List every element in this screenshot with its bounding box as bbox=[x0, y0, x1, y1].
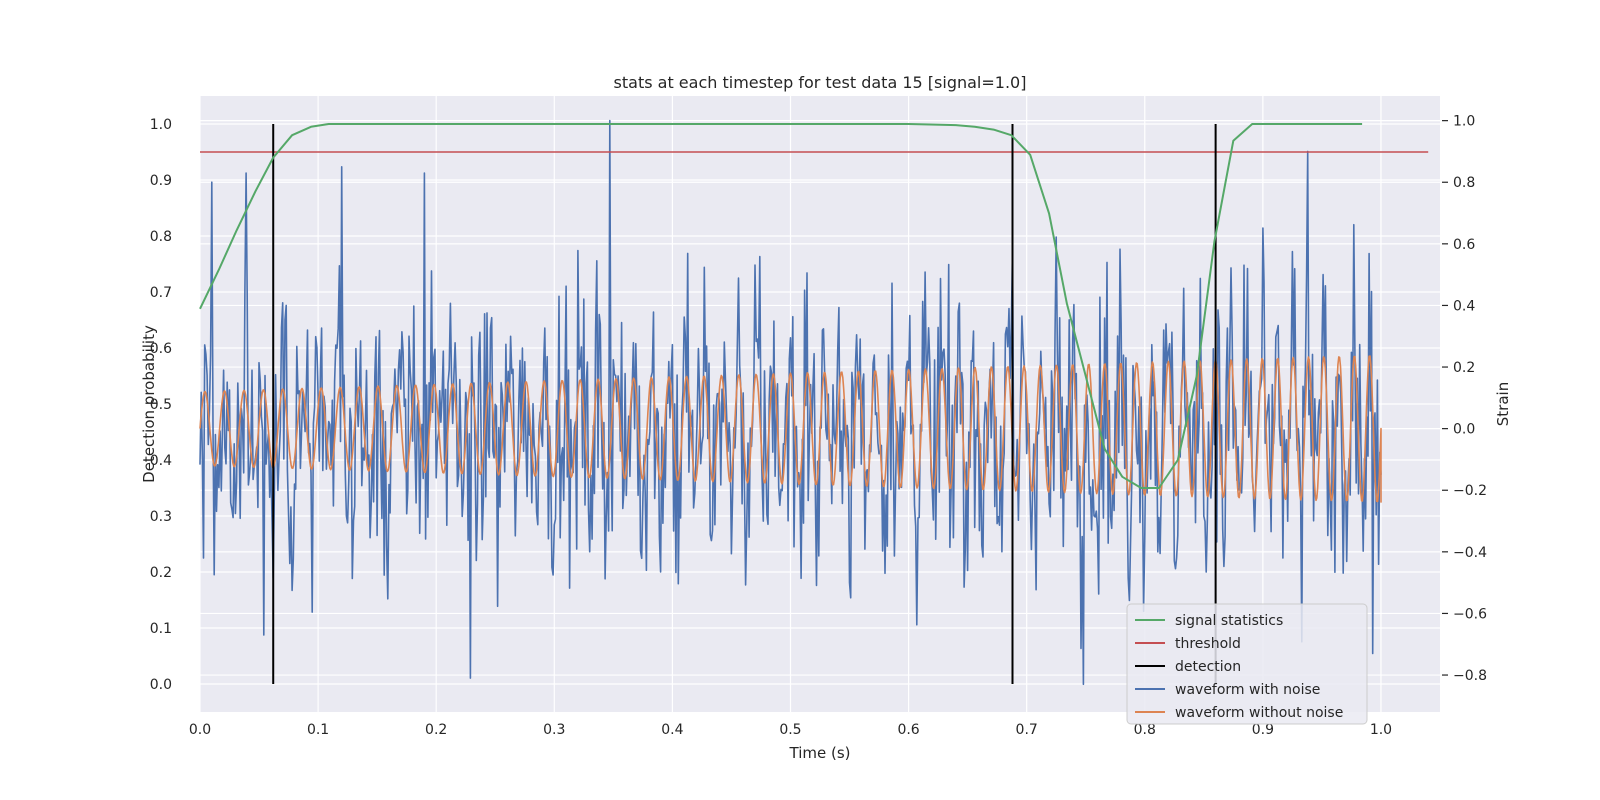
y-right-tick-label: −0.2 bbox=[1453, 483, 1487, 499]
y-left-tick-label: 0.9 bbox=[150, 173, 172, 189]
chart-title: stats at each timestep for test data 15 … bbox=[614, 73, 1027, 92]
x-tick-label: 0.7 bbox=[1016, 722, 1038, 738]
y-right-tick-label: 0.8 bbox=[1453, 175, 1475, 191]
series-signal-statistics bbox=[199, 123, 1363, 489]
x-tick-label: 0.1 bbox=[307, 722, 329, 738]
y-axis-right-label: Strain bbox=[1494, 382, 1512, 426]
series-waveform-without-noise bbox=[199, 355, 1382, 503]
y-right-tick-label: 0.6 bbox=[1453, 237, 1475, 253]
y-axis-left-label: Detection probability bbox=[140, 325, 158, 483]
y-left-tick-label: 0.5 bbox=[150, 397, 172, 413]
y-left-tick-label: 0.2 bbox=[150, 565, 172, 581]
y-left-tick-label: 0.6 bbox=[150, 341, 172, 357]
legend-label: threshold bbox=[1175, 636, 1241, 652]
x-tick-label: 1.0 bbox=[1370, 722, 1392, 738]
x-axis-label: Time (s) bbox=[789, 744, 851, 762]
y-right-tick-label: 0.0 bbox=[1453, 422, 1475, 438]
legend: signal statistics threshold detection wavef… bbox=[1126, 603, 1368, 725]
x-tick-label: 0.0 bbox=[189, 722, 211, 738]
y-right-tick-label: −0.4 bbox=[1453, 545, 1487, 561]
y-left-tick-label: 0.8 bbox=[150, 229, 172, 245]
ticks: 0.0 0.1 0.2 0.3 0.4 0.5 0.6 0.7 0.8 0.9 1.0 0.0 0.1 0… bbox=[150, 114, 1487, 738]
x-tick-label: 0.8 bbox=[1134, 722, 1156, 738]
x-tick-label: 0.4 bbox=[661, 722, 683, 738]
series-layer bbox=[199, 119, 1429, 686]
y-left-tick-label: 0.1 bbox=[150, 621, 172, 637]
legend-label: waveform without noise bbox=[1175, 705, 1343, 721]
y-left-tick-label: 0.4 bbox=[150, 453, 172, 469]
x-tick-label: 0.5 bbox=[779, 722, 801, 738]
y-right-tick-label: 1.0 bbox=[1453, 114, 1475, 130]
x-tick-label: 0.3 bbox=[543, 722, 565, 738]
x-tick-label: 0.6 bbox=[897, 722, 919, 738]
y-right-tick-label: 0.4 bbox=[1453, 298, 1475, 314]
y-right-tick-label: −0.8 bbox=[1453, 668, 1487, 684]
y-left-tick-label: 0.7 bbox=[150, 285, 172, 301]
legend-label: waveform with noise bbox=[1175, 682, 1320, 698]
y-left-tick-label: 1.0 bbox=[150, 117, 172, 133]
x-tick-label: 0.9 bbox=[1252, 722, 1274, 738]
y-left-tick-label: 0.3 bbox=[150, 509, 172, 525]
legend-box bbox=[1126, 603, 1368, 725]
y-left-tick-label: 0.0 bbox=[150, 677, 172, 693]
x-tick-label: 0.2 bbox=[425, 722, 447, 738]
y-right-tick-label: −0.6 bbox=[1453, 606, 1487, 622]
series-waveform-with-noise bbox=[199, 119, 1382, 686]
y-right-tick-label: 0.2 bbox=[1453, 360, 1475, 376]
legend-label: detection bbox=[1175, 659, 1241, 675]
legend-label: signal statistics bbox=[1175, 613, 1283, 629]
